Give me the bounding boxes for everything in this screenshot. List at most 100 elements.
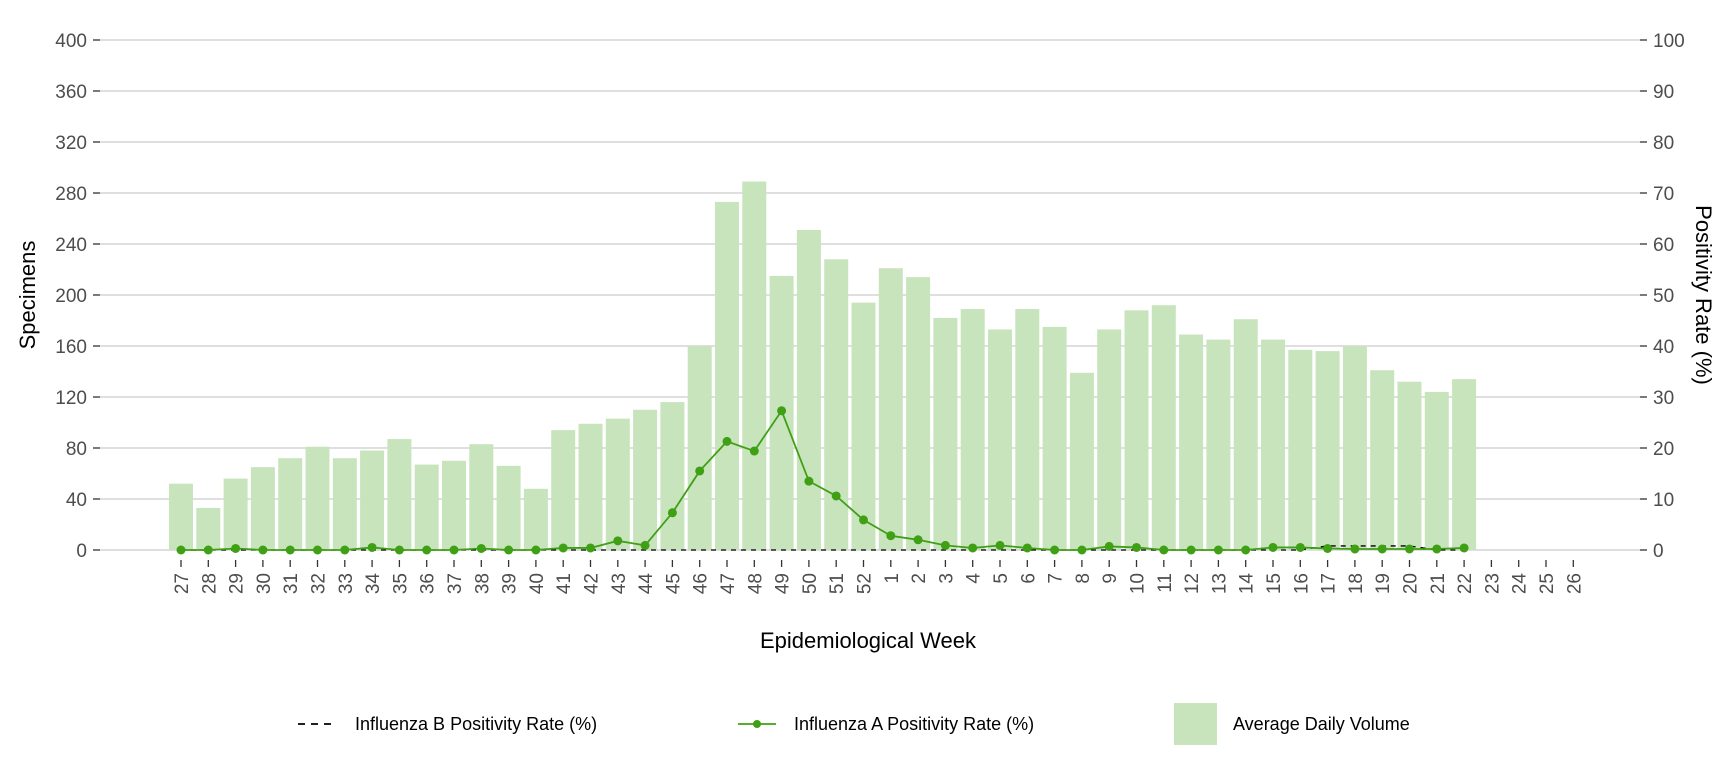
bar <box>414 464 439 550</box>
flu-a-point <box>1022 543 1032 553</box>
x-tick-label: 34 <box>363 573 384 595</box>
bar <box>1288 349 1313 550</box>
flu-a-point <box>558 543 568 553</box>
x-tick-label: 10 <box>1128 573 1149 594</box>
x-tick-label: 20 <box>1401 573 1422 594</box>
flu-a-point <box>1186 545 1196 555</box>
bar <box>469 444 494 550</box>
legend-item-flu-a[interactable]: Influenza A Positivity Rate (%) <box>738 714 1034 734</box>
legend-item-flu-b[interactable]: Influenza B Positivity Rate (%) <box>298 714 597 734</box>
x-tick-label: 50 <box>800 573 821 594</box>
flu-a-point <box>1459 543 1469 553</box>
flu-a-point <box>667 508 677 518</box>
y-tick-label: 320 <box>55 133 87 154</box>
x-tick-label: 29 <box>227 573 248 594</box>
x-tick-label: 19 <box>1373 573 1394 594</box>
bar <box>551 430 576 550</box>
x-tick-label: 51 <box>827 573 848 594</box>
bar <box>1342 346 1367 550</box>
x-tick-label: 52 <box>855 573 876 594</box>
x-tick-label: 14 <box>1237 573 1258 595</box>
x-tick-label: 38 <box>472 573 493 594</box>
bar <box>1397 381 1422 550</box>
y2-tick-label: 10 <box>1653 490 1674 511</box>
bar <box>1042 326 1067 550</box>
x-tick-label: 26 <box>1564 573 1585 594</box>
x-tick-label: 4 <box>964 573 985 584</box>
bar <box>332 458 357 550</box>
x-axis: 27 28 29 30 31 32 33 34 35 36 37 38 39 40 41 42 43 44 45 46… <box>172 560 1585 594</box>
bar <box>1452 379 1477 550</box>
legend-item-volume[interactable]: Average Daily Volume <box>1174 703 1410 745</box>
bar <box>605 418 630 550</box>
flu-a-point <box>367 542 377 552</box>
flu-a-point <box>1241 545 1251 555</box>
x-tick-label: 5 <box>991 573 1012 584</box>
y-tick-label: 80 <box>66 439 87 460</box>
bar <box>1424 391 1449 550</box>
y2-tick-label: 0 <box>1653 541 1664 562</box>
bar <box>796 229 821 550</box>
x-tick-label: 41 <box>554 573 575 594</box>
flu-a-line <box>181 408 1465 551</box>
bars <box>169 181 1477 551</box>
x-tick-label: 16 <box>1291 573 1312 594</box>
flu-a-point <box>1159 545 1169 555</box>
flu-a-point <box>913 535 923 545</box>
x-tick-label: 40 <box>527 573 548 594</box>
x-tick-label: 42 <box>582 573 603 594</box>
flu-a-point <box>695 466 705 476</box>
bar <box>387 439 412 550</box>
flu-a-point <box>886 531 896 541</box>
legend-label: Influenza B Positivity Rate (%) <box>355 714 597 734</box>
flu-a-point <box>531 545 541 555</box>
bar <box>1179 334 1204 550</box>
bar <box>1233 319 1258 550</box>
x-tick-label: 15 <box>1264 573 1285 594</box>
y-tick-label: 280 <box>55 184 87 205</box>
bar <box>250 467 275 550</box>
x-tick-label: 22 <box>1455 573 1476 594</box>
lines <box>176 406 1469 555</box>
flu-a-point <box>1350 544 1360 554</box>
flu-a-point <box>1132 542 1141 552</box>
flu-a-point <box>1432 544 1442 554</box>
flu-a-point <box>1077 545 1087 555</box>
flu-a-point <box>804 476 814 486</box>
flu-a-point <box>613 536 623 546</box>
x-tick-label: 18 <box>1346 573 1367 594</box>
flu-a-point <box>1377 544 1387 554</box>
y2-tick-label: 40 <box>1653 337 1674 358</box>
flu-a-point <box>722 436 732 446</box>
y-tick-label: 160 <box>55 337 87 358</box>
x-tick-label: 7 <box>1046 573 1067 584</box>
bar <box>496 465 521 550</box>
flu-a-point <box>285 545 295 555</box>
x-axis-title: Epidemiological Week <box>760 628 977 653</box>
flu-a-point <box>340 545 350 555</box>
bar <box>1097 329 1122 550</box>
flu-a-point <box>476 543 486 553</box>
flu-a-point <box>203 545 213 555</box>
x-tick-label: 27 <box>172 573 193 594</box>
bar <box>523 488 548 550</box>
bar <box>1206 339 1231 550</box>
bar <box>223 478 248 550</box>
x-tick-label: 33 <box>336 573 357 594</box>
flu-a-point <box>1295 542 1305 552</box>
bar <box>660 402 685 550</box>
flu-a-point <box>831 491 841 501</box>
y2-tick-label: 80 <box>1653 133 1674 154</box>
y2-tick-label: 20 <box>1653 439 1674 460</box>
flu-a-point <box>1213 545 1223 555</box>
x-tick-label: 2 <box>909 573 930 584</box>
x-tick-label: 31 <box>281 573 302 594</box>
y-tick-label: 400 <box>55 31 87 52</box>
bar <box>824 259 849 550</box>
x-tick-label: 43 <box>609 573 630 594</box>
bar <box>988 329 1012 550</box>
y2-tick-label: 90 <box>1653 82 1674 103</box>
y-axis-title: Specimens <box>15 241 40 350</box>
flu-a-point <box>749 446 759 456</box>
